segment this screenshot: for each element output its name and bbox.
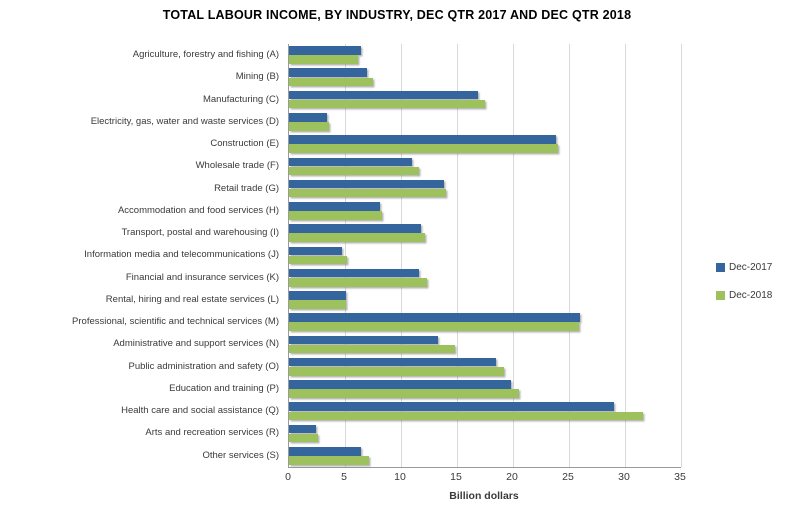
- gridline-5: [344, 44, 346, 467]
- gridline-30: [624, 44, 626, 467]
- bar-dec-2017-row-17: [289, 424, 316, 434]
- category-label: Electricity, gas, water and waste servic…: [90, 115, 279, 127]
- legend-entry-dec-2017: Dec-2017: [716, 262, 772, 290]
- bar-dec-2017-row-1: [289, 68, 368, 78]
- category-label: Professional, scientific and technical s…: [72, 316, 279, 328]
- category-label: Education and training (P): [169, 382, 279, 394]
- legend-swatch-icon: [716, 263, 725, 272]
- bar-dec-2018-row-15: [289, 389, 519, 398]
- x-tick-label-25: 25: [562, 471, 574, 483]
- category-label: Financial and insurance services (K): [125, 271, 279, 283]
- bar-dec-2017-row-8: [289, 224, 422, 233]
- bar-dec-2018-row-1: [289, 77, 373, 87]
- category-label: Construction (E): [210, 138, 279, 150]
- category-label: Administrative and support services (N): [113, 338, 279, 350]
- bar-dec-2017-row-15: [289, 380, 511, 389]
- legend-entry-dec-2018: Dec-2018: [716, 290, 772, 318]
- bar-dec-2017-row-4: [289, 135, 556, 144]
- bar-dec-2017-row-9: [289, 246, 342, 256]
- bar-dec-2017-row-7: [289, 202, 380, 211]
- x-tick-label-35: 35: [674, 471, 686, 483]
- bar-dec-2017-row-13: [289, 335, 438, 345]
- category-label: Retail trade (G): [214, 182, 279, 194]
- bar-dec-2017-row-10: [289, 268, 419, 278]
- bar-dec-2017-row-6: [289, 179, 444, 189]
- bar-dec-2017-row-2: [289, 90, 479, 100]
- gridline-25: [568, 44, 570, 467]
- legend: Dec-2017 Dec-2018: [716, 262, 772, 318]
- legend-label: Dec-2017: [729, 262, 773, 273]
- x-tick-label-10: 10: [394, 471, 406, 483]
- bar-dec-2017-row-3: [289, 112, 328, 122]
- gridline-15: [456, 44, 458, 467]
- chart-title: TOTAL LABOUR INCOME, BY INDUSTRY, DEC QT…: [162, 8, 632, 22]
- category-label: Transport, postal and warehousing (I): [121, 227, 279, 239]
- bar-dec-2017-row-5: [289, 157, 413, 167]
- bar-dec-2018-row-3: [289, 122, 330, 131]
- bar-dec-2018-row-12: [289, 322, 580, 332]
- bar-dec-2018-row-13: [289, 344, 455, 354]
- bar-dec-2018-row-14: [289, 366, 505, 376]
- bar-dec-2018-row-8: [289, 233, 425, 242]
- bar-dec-2018-row-18: [289, 456, 369, 465]
- plot-area: [288, 44, 682, 468]
- category-label: Mining (B): [235, 71, 279, 83]
- legend-swatch-icon: [716, 291, 725, 300]
- x-axis-title: Billion dollars: [449, 490, 519, 502]
- bar-dec-2017-row-12: [289, 313, 581, 322]
- category-label: Arts and recreation services (R): [145, 427, 279, 439]
- bar-dec-2018-row-10: [289, 277, 427, 287]
- bar-dec-2018-row-0: [289, 55, 359, 64]
- bar-dec-2018-row-7: [289, 211, 382, 220]
- gridline-20: [512, 44, 514, 467]
- x-tick-label-5: 5: [341, 471, 347, 483]
- bar-dec-2017-row-18: [289, 446, 361, 456]
- category-label: Wholesale trade (F): [195, 160, 279, 172]
- legend-label: Dec-2018: [729, 290, 773, 301]
- bar-dec-2018-row-5: [289, 166, 419, 176]
- x-tick-label-20: 20: [506, 471, 518, 483]
- x-tick-label-0: 0: [285, 471, 291, 483]
- bar-dec-2018-row-16: [289, 411, 643, 421]
- category-label: Public administration and safety (O): [128, 360, 279, 372]
- x-tick-label-30: 30: [618, 471, 630, 483]
- bar-dec-2018-row-17: [289, 433, 319, 443]
- category-label: Other services (S): [202, 449, 279, 461]
- bar-dec-2017-row-16: [289, 402, 614, 411]
- category-label: Agriculture, forestry and fishing (A): [132, 49, 279, 60]
- category-label: Information media and telecommunications…: [84, 249, 279, 261]
- gridline-35: [680, 44, 682, 467]
- bar-dec-2018-row-9: [289, 255, 348, 265]
- bar-dec-2017-row-14: [289, 357, 497, 367]
- bar-dec-2018-row-6: [289, 188, 446, 198]
- bar-dec-2017-row-0: [289, 46, 361, 55]
- category-label: Accommodation and food services (H): [117, 204, 279, 216]
- category-label: Health care and social assistance (Q): [121, 405, 279, 417]
- bar-dec-2018-row-2: [289, 99, 485, 109]
- category-label: Manufacturing (C): [202, 93, 279, 105]
- category-label: Rental, hiring and real estate services …: [105, 293, 279, 305]
- bar-dec-2018-row-4: [289, 144, 558, 153]
- x-tick-label-15: 15: [450, 471, 462, 483]
- gridline-10: [400, 44, 402, 467]
- bar-dec-2018-row-11: [289, 300, 347, 309]
- bar-dec-2017-row-11: [289, 291, 347, 300]
